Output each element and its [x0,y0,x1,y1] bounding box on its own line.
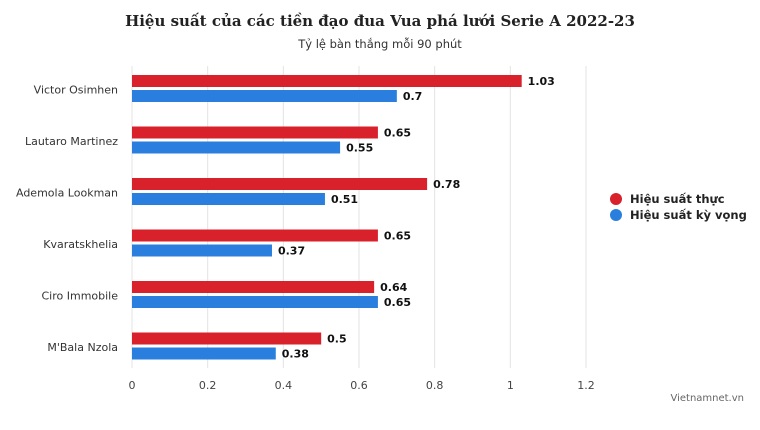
data-label: 1.03 [528,75,555,88]
data-label: 0.38 [282,348,309,361]
data-label: 0.78 [433,178,460,191]
data-label: 0.7 [403,90,423,103]
legend-label-actual: Hiệu suất thực [630,192,725,206]
bar-actual[interactable] [132,281,375,293]
category-label: Lautaro Martinez [25,135,118,148]
data-label: 0.51 [331,193,358,206]
category-labels: Victor Osimhen Lautaro Martinez Ademola Lo… [16,84,118,355]
data-labels: 1.03 0.7 0.65 0.55 0.78 0.51 0.65 0.37 0.64 0.65 0… [278,75,555,361]
data-label: 0.55 [346,142,373,155]
data-label: 0.65 [384,127,411,140]
x-tick-label: 1.2 [577,379,595,392]
bar-expected[interactable] [132,244,272,257]
legend-item-expected[interactable]: Hiệu suất kỳ vọng [610,207,747,223]
x-tick-label: 0.6 [350,379,368,392]
x-tick-label: 0.8 [426,379,444,392]
bar-expected[interactable] [132,296,378,308]
legend-marker-actual [610,193,622,205]
bar-expected[interactable] [132,90,397,102]
x-tick-label: 0.4 [275,379,293,392]
data-label: 0.65 [384,230,411,243]
legend-item-actual[interactable]: Hiệu suất thực [610,191,747,207]
data-label: 0.64 [380,281,407,294]
x-tick-label: 0 [129,379,136,392]
bar-actual[interactable] [132,229,378,242]
bar-expected[interactable] [132,141,341,154]
grid-lines [131,66,587,368]
bar-actual[interactable] [132,126,378,139]
bar-actual[interactable] [132,178,428,190]
category-label: Ciro Immobile [41,290,118,303]
bar-actual[interactable] [132,332,322,345]
legend: Hiệu suất thực Hiệu suất kỳ vọng [610,191,747,223]
bar-expected[interactable] [132,347,276,360]
chart-subtitle: Tỷ lệ bàn thắng mỗi 90 phút [298,37,462,51]
category-label: Ademola Lookman [16,187,118,200]
data-label: 0.65 [384,296,411,309]
source-credit: Vietnamnet.vn [670,393,744,404]
bar-actual[interactable] [132,75,522,87]
category-label: M'Bala Nzola [47,341,118,354]
legend-marker-expected [610,209,622,221]
category-label: Kvaratskhelia [43,238,118,251]
data-label: 0.5 [327,333,347,346]
category-label: Victor Osimhen [34,84,118,97]
bar-expected[interactable] [132,193,325,205]
x-tick-label: 0.2 [199,379,217,392]
chart-title: Hiệu suất của các tiền đạo đua Vua phá l… [125,12,635,30]
legend-label-expected: Hiệu suất kỳ vọng [630,208,747,222]
x-tick-label: 1 [507,379,514,392]
data-label: 0.37 [278,245,305,258]
bars [132,75,522,360]
x-axis-ticks: 0 0.2 0.4 0.6 0.8 1 1.2 [129,379,595,392]
